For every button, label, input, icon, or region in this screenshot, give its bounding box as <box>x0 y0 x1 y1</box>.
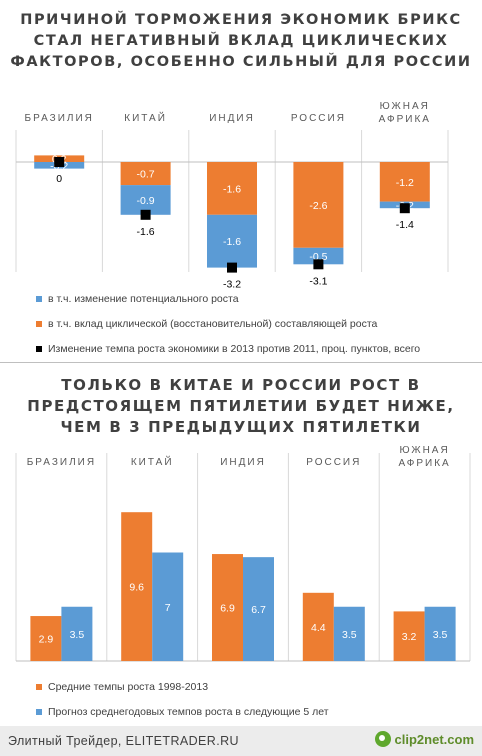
bar-forecast-next-5-years <box>243 557 274 661</box>
total-change-marker <box>227 262 237 273</box>
bar-forecast-next-5-years <box>333 606 365 661</box>
legend-label: Средние темпы роста 1998-2013 <box>48 680 209 693</box>
legend-swatch-orange <box>36 320 42 327</box>
brand-name: clip2net.com <box>394 731 474 747</box>
chart-panel-1: Причиной торможения экономик БРИКС стал … <box>0 0 482 363</box>
data-label-cyclical: -0.7 <box>137 169 155 181</box>
chart-title: Только в Китае и России рост в предстоящ… <box>27 376 455 436</box>
legend-item: в т.ч. изменение потенциального роста <box>36 286 420 311</box>
bar-avg-growth-1998-2013 <box>393 611 425 661</box>
bar-cyclical-component <box>207 162 257 215</box>
clip2net-icon <box>374 731 391 747</box>
category-label: БРАЗИЛИЯ <box>25 113 94 124</box>
bar-forecast-next-5-years <box>61 606 93 661</box>
data-label-total: -3.1 <box>309 275 327 287</box>
data-label: 9.6 <box>129 582 144 594</box>
legend-item: Изменение темпа роста экономики в 2013 п… <box>36 336 420 361</box>
category-label: АФРИКА <box>379 114 431 125</box>
total-change-marker <box>399 203 410 214</box>
legend-swatch-black <box>36 345 42 352</box>
category-label: ЮЖНАЯ <box>399 445 449 456</box>
bar-cyclical-component <box>379 162 430 202</box>
category-label: КИТАЙ <box>124 111 167 124</box>
legend-swatch-blue <box>36 295 42 302</box>
legend-swatch-orange <box>36 683 42 690</box>
total-change-marker <box>140 209 151 220</box>
legend-item: Прогноз среднегодовых темпов роста в сле… <box>36 699 329 724</box>
category-label: КИТАЙ <box>131 455 174 468</box>
data-label-total: 0 <box>56 173 62 185</box>
chart-panel-2: Только в Китае и России рост в предстоящ… <box>0 363 482 725</box>
footer-text: Элитный Трейдер, ELITETRADER.RU <box>8 734 239 748</box>
category-label: ИНДИЯ <box>220 457 266 468</box>
bar-cyclical-component <box>120 162 171 186</box>
legend-item: в т.ч. вклад циклической (восстановитель… <box>36 311 420 336</box>
data-label: 6.7 <box>251 604 266 616</box>
category-label: АФРИКА <box>398 458 450 469</box>
data-label: 3.5 <box>70 629 85 641</box>
chart-title: Причиной торможения экономик БРИКС стал … <box>10 12 472 70</box>
data-label: 3.2 <box>402 631 417 643</box>
data-label: 3.5 <box>342 629 357 641</box>
data-label: 7 <box>165 602 171 614</box>
data-label: 4.4 <box>311 622 326 634</box>
stacked-bar-chart: БРАЗИЛИЯ0.2-0.20КИТАЙ-0.7-0.9-1.6ИНДИЯ-1… <box>15 101 449 291</box>
bar-avg-growth-1998-2013 <box>302 592 334 661</box>
data-label-cyclical: -2.6 <box>309 200 327 212</box>
data-label: 2.9 <box>39 634 54 646</box>
chart-legend: Средние темпы роста 1998-2013 Прогноз ср… <box>36 674 329 724</box>
legend-label: в т.ч. вклад циклической (восстановитель… <box>48 317 378 330</box>
total-change-marker <box>54 157 65 167</box>
category-label: ИНДИЯ <box>209 113 255 124</box>
data-label-total: -3.2 <box>223 279 241 291</box>
bar-forecast-next-5-years <box>152 552 184 661</box>
total-change-marker <box>313 259 324 270</box>
bar-forecast-next-5-years <box>424 606 456 661</box>
footer-bar: Элитный Трейдер, ELITETRADER.RU clip2net… <box>0 726 482 756</box>
legend-label: Прогноз среднегодовых темпов роста в сле… <box>48 705 329 718</box>
data-label-potential: -0.9 <box>137 195 155 207</box>
bar-avg-growth-1998-2013 <box>212 554 243 661</box>
data-label: 6.9 <box>220 603 235 615</box>
bar-potential-growth-change <box>293 247 344 265</box>
legend-item: Средние темпы роста 1998-2013 <box>36 674 329 699</box>
grouped-bar-chart: БРАЗИЛИЯ 2.9 3.5 КИТАЙ 9.6 7 ИНДИЯ 6.9 6.7 РОССИЯ… <box>15 445 471 662</box>
legend-swatch-blue <box>36 708 42 715</box>
data-label-total: -1.6 <box>137 226 155 238</box>
brand-logo[interactable]: clip2net.com <box>374 731 474 747</box>
data-label-cyclical: -1.6 <box>223 183 241 195</box>
bar-cyclical-component <box>293 162 344 248</box>
data-label-total: -1.4 <box>396 219 414 231</box>
legend-label: в т.ч. изменение потенциального роста <box>48 292 239 305</box>
bar-avg-growth-1998-2013 <box>121 512 153 661</box>
data-label-potential: -1.6 <box>223 236 241 248</box>
bar-avg-growth-1998-2013 <box>30 616 62 661</box>
bar-potential-growth-change <box>207 214 257 268</box>
chart-legend: в т.ч. изменение потенциального роста в … <box>36 286 420 361</box>
category-label: РОССИЯ <box>306 457 361 468</box>
legend-label: Изменение темпа роста экономики в 2013 п… <box>48 342 421 355</box>
data-label: 3.5 <box>433 629 448 641</box>
category-label: РОССИЯ <box>291 113 346 124</box>
category-label: БРАЗИЛИЯ <box>27 457 96 468</box>
category-label: ЮЖНАЯ <box>380 101 430 112</box>
data-label-cyclical: -1.2 <box>396 177 414 189</box>
